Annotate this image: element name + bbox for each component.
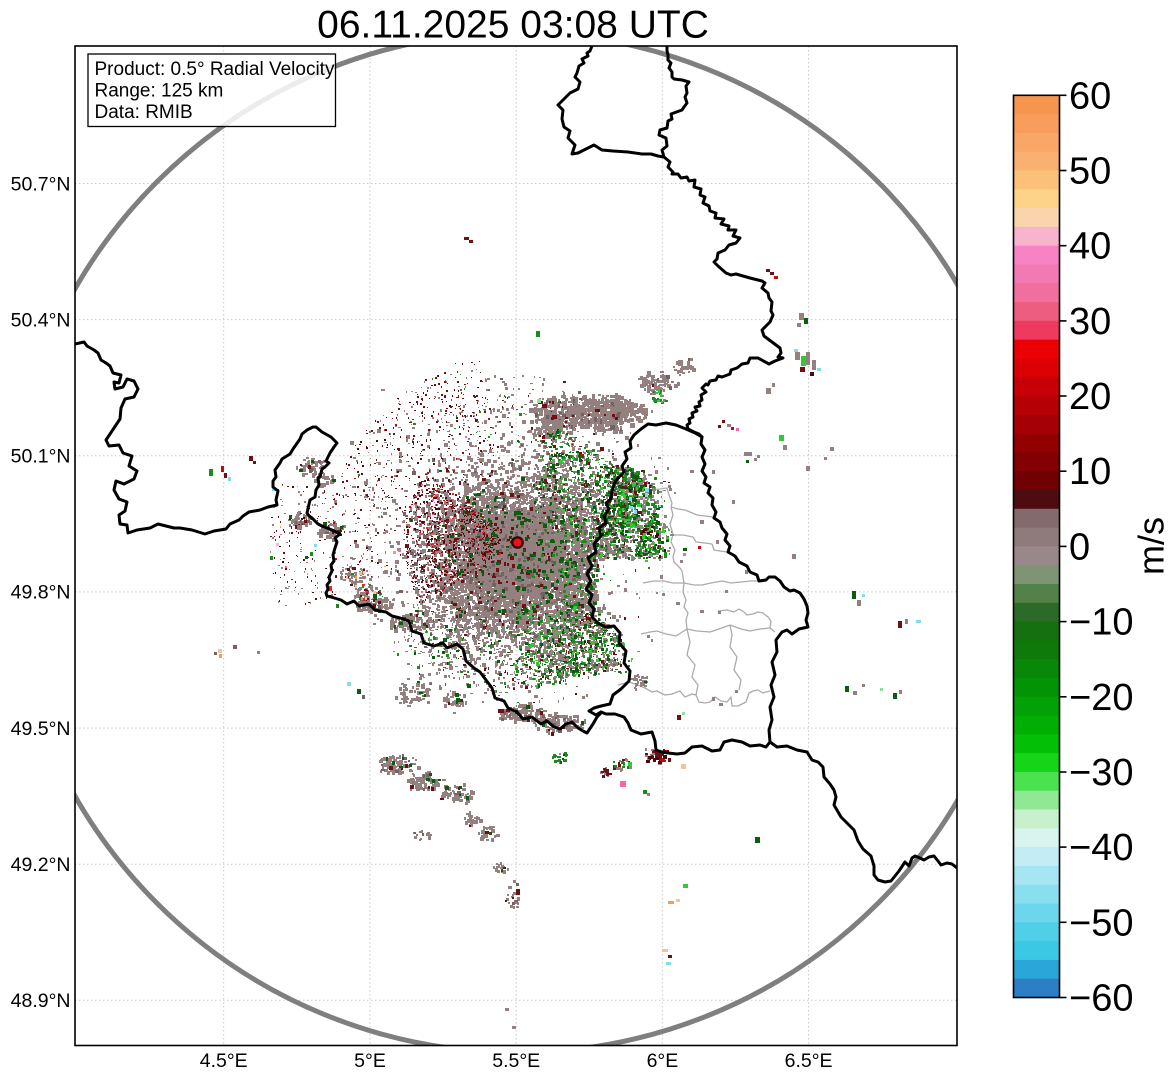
- svg-text:−50: −50: [1069, 902, 1133, 944]
- svg-text:20: 20: [1069, 376, 1111, 418]
- svg-text:Range: 125 km: Range: 125 km: [95, 81, 224, 102]
- svg-text:60: 60: [1069, 75, 1111, 117]
- svg-text:−20: −20: [1069, 677, 1133, 719]
- svg-text:49.2°N: 49.2°N: [11, 854, 71, 876]
- svg-text:−30: −30: [1069, 752, 1133, 794]
- svg-text:5.5°E: 5.5°E: [492, 1050, 540, 1072]
- svg-text:6°E: 6°E: [647, 1050, 679, 1072]
- svg-text:0: 0: [1069, 526, 1090, 568]
- svg-text:50.1°N: 50.1°N: [11, 446, 71, 468]
- svg-text:10: 10: [1069, 451, 1111, 493]
- svg-text:30: 30: [1069, 301, 1111, 343]
- svg-text:50: 50: [1069, 151, 1111, 193]
- svg-text:−10: −10: [1069, 602, 1133, 644]
- svg-text:4.5°E: 4.5°E: [200, 1050, 248, 1072]
- svg-text:49.8°N: 49.8°N: [11, 582, 71, 604]
- svg-text:m/s: m/s: [1131, 517, 1171, 575]
- svg-text:48.9°N: 48.9°N: [11, 990, 71, 1012]
- svg-text:Product: 0.5° Radial Velocity: Product: 0.5° Radial Velocity: [95, 59, 335, 80]
- svg-text:−60: −60: [1069, 978, 1133, 1020]
- svg-text:Data: RMIB: Data: RMIB: [95, 102, 193, 123]
- svg-text:06.11.2025 03:08 UTC: 06.11.2025 03:08 UTC: [317, 4, 709, 47]
- svg-text:−40: −40: [1069, 827, 1133, 869]
- svg-text:5°E: 5°E: [354, 1050, 386, 1072]
- svg-text:49.5°N: 49.5°N: [11, 718, 71, 740]
- svg-text:6.5°E: 6.5°E: [785, 1050, 833, 1072]
- svg-text:40: 40: [1069, 226, 1111, 268]
- svg-text:50.7°N: 50.7°N: [11, 173, 71, 195]
- svg-text:50.4°N: 50.4°N: [11, 309, 71, 331]
